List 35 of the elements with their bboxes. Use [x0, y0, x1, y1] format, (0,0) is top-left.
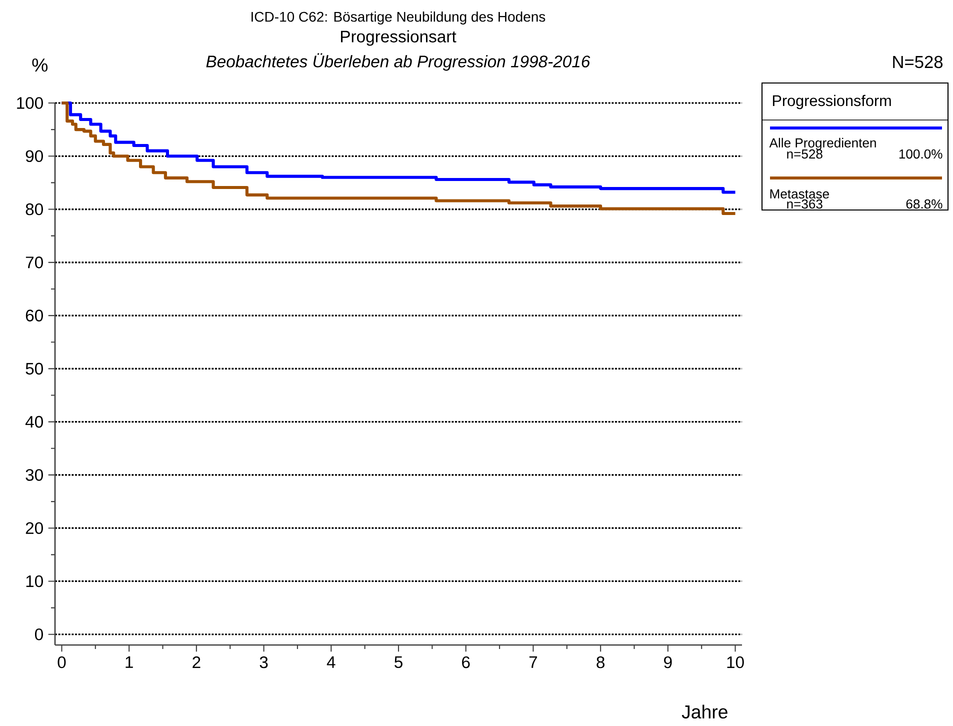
text: 100.0% — [899, 149, 942, 159]
text: 68.8% — [906, 199, 942, 209]
x-tick-label: 9 — [664, 656, 672, 668]
chart-title: ICD-10 C62: Bösartige Neubildung des Hodens — [252, 11, 546, 25]
x-tick-label: 0 — [58, 656, 66, 668]
x-tick-label: 6 — [462, 656, 470, 668]
y-tick-label: 20 — [26, 522, 43, 534]
y-tick-label: 100 — [17, 97, 43, 109]
text: n=363 — [787, 199, 822, 209]
x-tick-label: 4 — [326, 656, 336, 668]
x-tick-label: 3 — [260, 656, 268, 668]
y-tick-label: 0 — [35, 628, 43, 640]
x-tick-label: 2 — [192, 656, 200, 668]
x-tick-label: 10 — [727, 656, 744, 668]
legend-title: Progressionsform — [772, 94, 891, 110]
y-tick-label: 90 — [26, 150, 43, 162]
text: Metastase — [770, 189, 829, 199]
y-tick-label: 30 — [26, 469, 43, 481]
x-axis-title: Jahre — [682, 704, 728, 719]
text: Beobachtetes Überleben ab Progression 1998-2016 — [206, 53, 590, 71]
x-tick-label: 1 — [126, 656, 133, 668]
x-tick-label: 8 — [596, 656, 604, 668]
y-tick-label: 80 — [26, 203, 43, 216]
x-tick-label: 7 — [529, 656, 538, 668]
y-tick-label: 10 — [26, 575, 43, 588]
y-tick-label: 70 — [26, 256, 43, 268]
text: Alle Progredienten — [769, 138, 876, 150]
x-tick-label: 5 — [394, 656, 402, 668]
y-tick-label: 60 — [26, 310, 43, 322]
text: n=528 — [787, 149, 822, 159]
y-tick-label: 40 — [25, 416, 43, 428]
text: N=528 — [893, 56, 943, 68]
y-tick-label: 50 — [26, 362, 43, 375]
y-axis-title: % — [32, 58, 48, 72]
chart-subtitle: Progressionsart — [341, 30, 456, 46]
